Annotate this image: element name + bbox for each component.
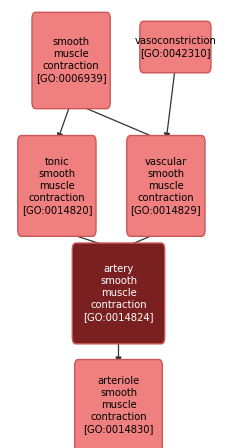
FancyBboxPatch shape (72, 243, 165, 344)
Text: arteriole
smooth
muscle
contraction
[GO:0014830]: arteriole smooth muscle contraction [GO:… (83, 376, 154, 435)
Text: vasoconstriction
[GO:0042310]: vasoconstriction [GO:0042310] (134, 36, 216, 58)
Text: vascular
smooth
muscle
contraction
[GO:0014829]: vascular smooth muscle contraction [GO:0… (131, 157, 201, 215)
FancyBboxPatch shape (18, 135, 96, 237)
Text: artery
smooth
muscle
contraction
[GO:0014824]: artery smooth muscle contraction [GO:001… (83, 264, 154, 323)
Text: smooth
muscle
contraction
[GO:0006939]: smooth muscle contraction [GO:0006939] (36, 38, 106, 83)
Text: tonic
smooth
muscle
contraction
[GO:0014820]: tonic smooth muscle contraction [GO:0014… (22, 157, 92, 215)
FancyBboxPatch shape (140, 21, 211, 73)
FancyBboxPatch shape (75, 359, 162, 448)
FancyBboxPatch shape (127, 135, 205, 237)
FancyBboxPatch shape (32, 13, 110, 109)
